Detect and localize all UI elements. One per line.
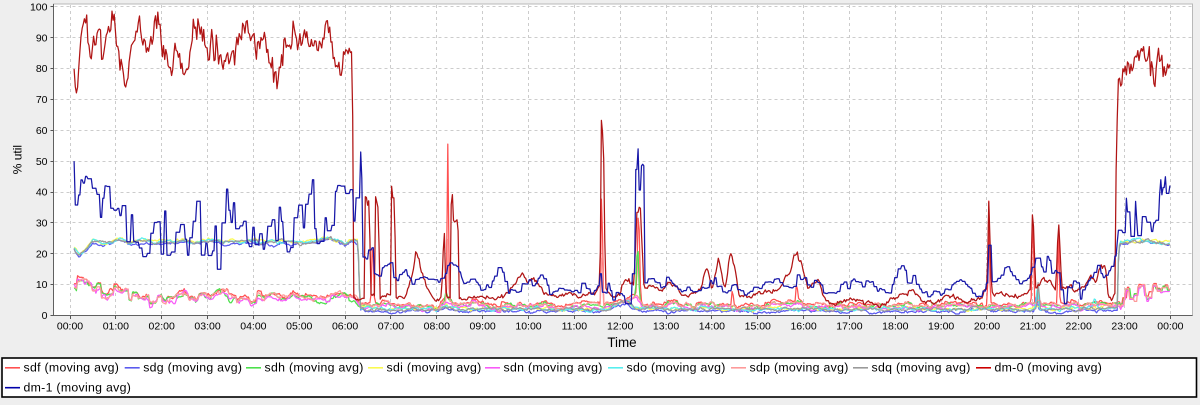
svg-text:sdi (moving avg): sdi (moving avg) [387,361,482,375]
svg-text:sdn (moving avg): sdn (moving avg) [504,361,603,375]
svg-text:13:00: 13:00 [653,321,679,333]
svg-text:21:00: 21:00 [1020,321,1046,333]
svg-text:04:00: 04:00 [240,321,266,333]
svg-text:14:00: 14:00 [699,321,725,333]
svg-text:18:00: 18:00 [882,321,908,333]
svg-text:09:00: 09:00 [470,321,496,333]
svg-text:05:00: 05:00 [286,321,312,333]
svg-text:sdp (moving avg): sdp (moving avg) [750,361,849,375]
svg-text:70: 70 [36,94,48,106]
svg-text:% util: % util [11,145,25,174]
svg-text:22:00: 22:00 [1066,321,1092,333]
svg-text:19:00: 19:00 [928,321,954,333]
svg-text:Time: Time [607,335,636,350]
svg-text:00:00: 00:00 [57,321,83,333]
svg-text:dm-0 (moving avg): dm-0 (moving avg) [995,361,1103,375]
svg-text:20:00: 20:00 [974,321,1000,333]
svg-text:20: 20 [36,248,48,260]
svg-text:100: 100 [30,2,48,14]
svg-text:15:00: 15:00 [745,321,771,333]
svg-text:11:00: 11:00 [562,321,588,333]
svg-text:08:00: 08:00 [424,321,450,333]
svg-text:dm-1 (moving avg): dm-1 (moving avg) [24,380,132,394]
svg-text:16:00: 16:00 [790,321,816,333]
svg-text:sdf (moving avg): sdf (moving avg) [24,361,120,375]
svg-text:00:00: 00:00 [1157,321,1183,333]
svg-text:90: 90 [36,32,48,44]
svg-text:10: 10 [36,279,48,291]
svg-text:sdh (moving avg): sdh (moving avg) [265,361,364,375]
svg-text:17:00: 17:00 [836,321,862,333]
svg-text:80: 80 [36,63,48,75]
svg-text:sdg (moving avg): sdg (moving avg) [143,361,242,375]
svg-text:23:00: 23:00 [1111,321,1137,333]
svg-text:sdq (moving avg): sdq (moving avg) [872,361,971,375]
svg-text:0: 0 [42,310,48,322]
svg-text:01:00: 01:00 [103,321,129,333]
svg-text:12:00: 12:00 [607,321,633,333]
svg-text:07:00: 07:00 [378,321,404,333]
svg-text:10:00: 10:00 [515,321,541,333]
svg-text:40: 40 [36,187,48,199]
svg-text:02:00: 02:00 [149,321,175,333]
svg-text:50: 50 [36,156,48,168]
svg-text:03:00: 03:00 [194,321,220,333]
svg-text:sdo (moving avg): sdo (moving avg) [627,361,726,375]
svg-text:30: 30 [36,217,48,229]
svg-text:06:00: 06:00 [332,321,358,333]
svg-text:60: 60 [36,125,48,137]
